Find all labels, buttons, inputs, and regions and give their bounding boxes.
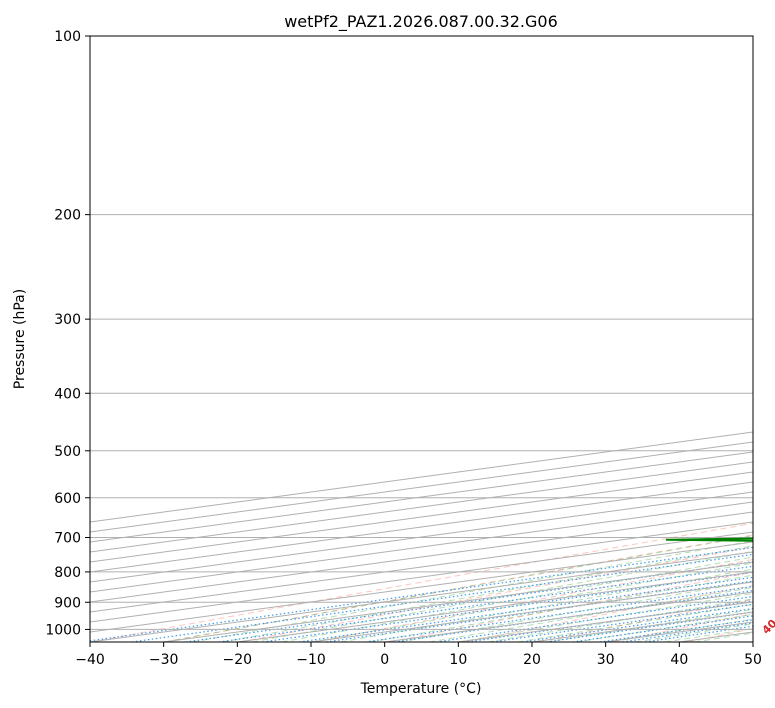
y-tick-label: 600 bbox=[54, 491, 81, 507]
moist-adiabat bbox=[193, 540, 753, 642]
isotherm-line bbox=[752, 641, 753, 642]
isotherm-line bbox=[90, 531, 753, 623]
isotherm-line bbox=[90, 461, 753, 553]
y-tick-label: 1000 bbox=[45, 622, 81, 638]
mixing-ratio-line bbox=[522, 607, 753, 642]
isotherm-line bbox=[90, 501, 753, 593]
plot-frame bbox=[89, 35, 754, 643]
y-tick-label: 100 bbox=[54, 29, 81, 45]
dry-adiabat bbox=[165, 534, 753, 642]
x-tick-label: 40 bbox=[670, 652, 688, 668]
line-labels: -100-90-80-70-60-50-40-30-20-10010203040… bbox=[760, 617, 775, 637]
x-tick-label: 50 bbox=[744, 652, 762, 668]
dry-adiabat bbox=[314, 558, 753, 642]
x-axis-title: Temperature (°C) bbox=[360, 681, 482, 697]
dry-adiabat bbox=[389, 571, 753, 642]
x-tick-label: −30 bbox=[149, 652, 179, 668]
mixing-ratio-line bbox=[436, 595, 753, 642]
isotherm-line bbox=[90, 451, 753, 543]
isotherm-line bbox=[90, 491, 753, 583]
chart-title: wetPf2_PAZ1.2026.087.00.32.G06 bbox=[284, 12, 558, 32]
x-tick-label: 10 bbox=[449, 652, 467, 668]
x-tick-label: 30 bbox=[597, 652, 615, 668]
y-tick-label: 900 bbox=[54, 595, 81, 611]
moist-adiabat bbox=[340, 568, 753, 642]
dry-adiabat bbox=[763, 36, 775, 642]
x-tick-label: −20 bbox=[223, 652, 253, 668]
y-tick-label: 800 bbox=[54, 565, 81, 581]
y-tick-label: 400 bbox=[54, 386, 81, 402]
y-tick-label: 700 bbox=[54, 531, 81, 547]
moist-adiabat bbox=[428, 586, 753, 642]
moist-adiabat bbox=[163, 535, 753, 642]
y-tick-label: 300 bbox=[54, 312, 81, 328]
isotherm-line bbox=[90, 481, 753, 573]
dry-adiabat bbox=[538, 598, 753, 642]
mixing-ratio-line bbox=[131, 553, 753, 642]
dry-adiabat bbox=[90, 522, 753, 642]
mixing-ratio-line bbox=[492, 603, 753, 642]
y-tick-label: 500 bbox=[54, 444, 81, 460]
axes: −40 −30 −20 −10 0 10 20 30 40 50 100 200 300 400 500 60… bbox=[45, 29, 762, 668]
moist-adiabat bbox=[399, 580, 753, 642]
x-tick-label: −10 bbox=[296, 652, 326, 668]
x-tick-label: −40 bbox=[75, 652, 105, 668]
x-tick-label: 20 bbox=[523, 652, 541, 668]
x-tick-label: 0 bbox=[380, 652, 389, 668]
y-tick-label: 200 bbox=[54, 208, 81, 224]
moist-adiabat bbox=[487, 598, 753, 642]
isotherm-line bbox=[90, 471, 753, 563]
isotherm-line bbox=[90, 521, 753, 613]
y-axis-title: Pressure (hPa) bbox=[12, 289, 28, 389]
isotherm-label: 40 bbox=[760, 617, 775, 637]
plot-background bbox=[90, 36, 753, 642]
mixing-ratio-line bbox=[90, 546, 753, 642]
isotherm-line bbox=[90, 511, 753, 603]
background-lines bbox=[90, 36, 775, 642]
